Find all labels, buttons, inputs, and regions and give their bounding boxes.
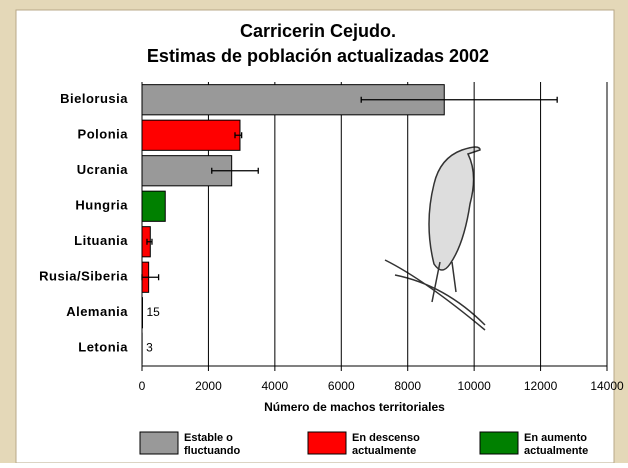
x-axis-title: Número de machos territoriales [264, 400, 445, 414]
y-tick-label: Lituania [74, 233, 128, 248]
value-label: 15 [146, 305, 160, 319]
chart-title: Carricerin Cejudo. [240, 21, 396, 41]
x-tick-label: 0 [139, 379, 146, 393]
y-tick-label: Bielorusia [60, 91, 128, 106]
legend-label: fluctuando [184, 445, 240, 457]
y-tick-label: Ucrania [77, 162, 128, 177]
x-tick-label: 10000 [457, 379, 491, 393]
legend-label: En aumento [524, 432, 587, 444]
value-label: 3 [146, 340, 153, 354]
chart-subtitle: Estimas de población actualizadas 2002 [147, 46, 489, 66]
legend-label: actualmente [352, 445, 416, 457]
y-tick-label: Letonia [78, 340, 128, 355]
y-tick-label: Polonia [78, 127, 129, 142]
legend-label: En descenso [352, 432, 420, 444]
legend-swatch [140, 432, 178, 454]
x-tick-label: 8000 [394, 379, 421, 393]
legend-label: actualmente [524, 445, 588, 457]
legend-label: Estable o [184, 432, 233, 444]
legend-swatch [480, 432, 518, 454]
y-tick-label: Hungria [75, 198, 128, 213]
x-tick-label: 4000 [262, 379, 289, 393]
legend-swatch [308, 432, 346, 454]
y-tick-label: Alemania [66, 304, 128, 319]
bar [142, 120, 240, 150]
y-tick-label: Rusia/Siberia [39, 269, 128, 284]
x-tick-label: 2000 [195, 379, 222, 393]
bar [142, 191, 165, 221]
x-tick-label: 6000 [328, 379, 355, 393]
x-tick-label: 12000 [524, 379, 558, 393]
x-tick-label: 14000 [590, 379, 624, 393]
chart: Carricerin Cejudo. Estimas de población … [0, 0, 628, 463]
